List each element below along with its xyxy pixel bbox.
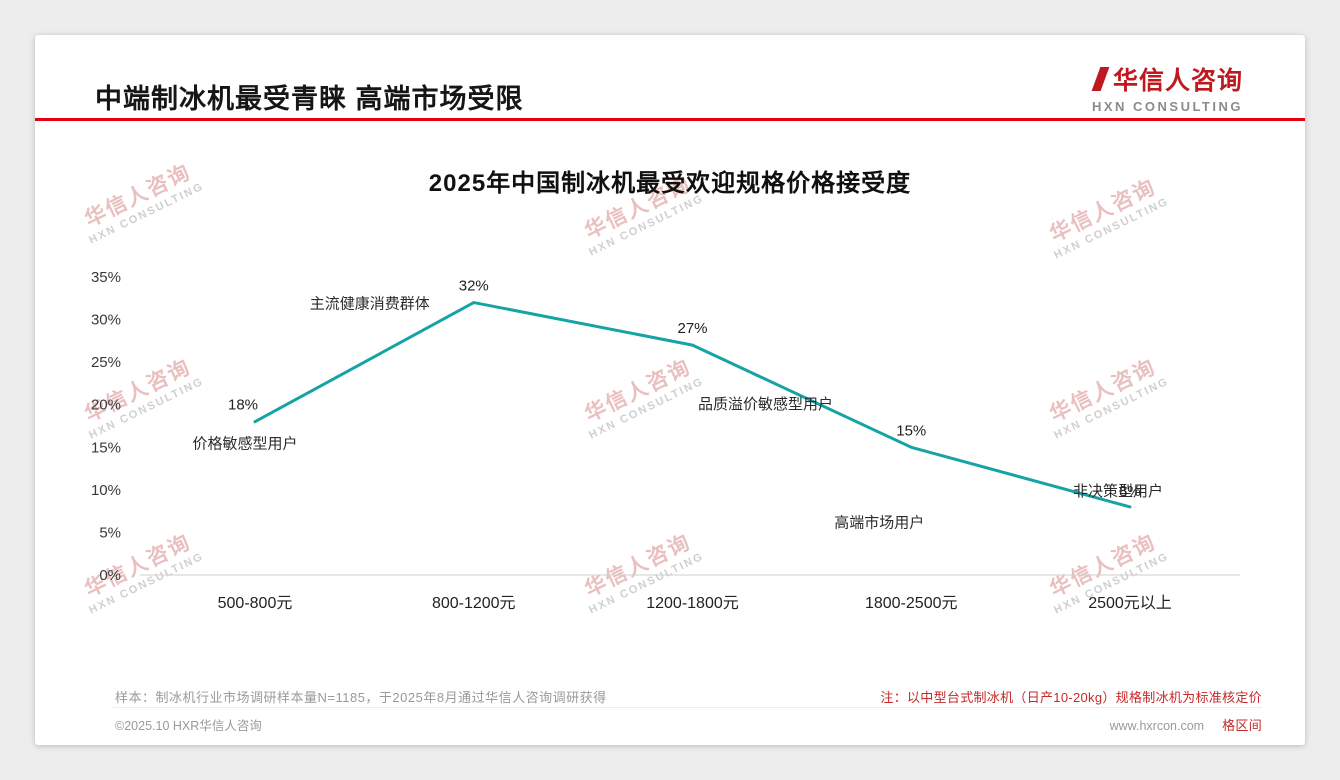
- annotation-label: 价格敏感型用户: [192, 436, 297, 453]
- price-note-line2: 格区间: [1222, 718, 1262, 733]
- data-point-label: 18%: [228, 397, 258, 414]
- annotation-label: 主流健康消费群体: [310, 296, 430, 313]
- x-category-label: 800-1200元: [432, 595, 516, 612]
- x-category-label: 1200-1800元: [646, 595, 739, 612]
- y-tick-label: 20%: [91, 397, 121, 414]
- logo-slash-icon: [1091, 67, 1110, 91]
- data-point-label: 15%: [896, 422, 926, 439]
- sample-note: 样本：制冰机行业市场调研样本量N=1185，于2025年8月通过华信人咨询调研获…: [115, 690, 607, 705]
- data-point-label: 27%: [677, 320, 707, 337]
- logo-cn-text: 华信人咨询: [1112, 67, 1243, 95]
- footer-right: 注：以中型台式制冰机（日产10-20kg）规格制冰机为标准核定价 www.hxr…: [880, 687, 1262, 734]
- annotation-label: 非决策型用户: [1073, 483, 1163, 500]
- y-tick-label: 35%: [91, 269, 121, 286]
- report-card: 中端制冰机最受青睐 高端市场受限 华信人咨询 HXN CONSULTING 20…: [35, 35, 1305, 745]
- website-link[interactable]: www.hxrcon.com: [1109, 719, 1205, 733]
- logo-en-text: HXN CONSULTING: [1091, 99, 1243, 114]
- price-acceptance-line-chart: 0% 5% 10% 15% 20% 25% 30% 35% 18% 32% 27% 15% 8% 价格敏感…: [91, 269, 1240, 612]
- data-point-label: 32%: [459, 278, 489, 295]
- annotation-label: 高端市场用户: [834, 514, 924, 531]
- x-category-label: 500-800元: [218, 595, 293, 612]
- y-tick-label: 10%: [91, 482, 121, 499]
- copyright-text: ©2025.10 HXR华信人咨询: [115, 719, 262, 733]
- y-tick-label: 15%: [91, 439, 121, 456]
- x-category-label: 1800-2500元: [865, 595, 958, 612]
- y-tick-label: 5%: [99, 524, 121, 541]
- y-tick-label: 25%: [91, 354, 121, 371]
- price-note-line1: 注：以中型台式制冰机（日产10-20kg）规格制冰机为标准核定价: [880, 690, 1262, 705]
- trend-line: [253, 301, 1132, 509]
- company-logo: 华信人咨询 HXN CONSULTING: [1091, 61, 1243, 114]
- y-tick-label: 30%: [91, 312, 121, 329]
- data-point-label: 8%: [1119, 483, 1141, 500]
- x-category-label: 2500元以上: [1088, 594, 1172, 612]
- y-tick-label: 0%: [99, 567, 121, 584]
- header-accent-rule: [35, 118, 1305, 121]
- chart-title: 2025年中国制冰机最受欢迎规格价格接受度: [428, 170, 912, 197]
- annotation-label: 品质溢价敏感型用户: [698, 396, 833, 413]
- footer-divider: [113, 707, 1262, 708]
- page-title: 中端制冰机最受青睐 高端市场受限: [95, 84, 524, 114]
